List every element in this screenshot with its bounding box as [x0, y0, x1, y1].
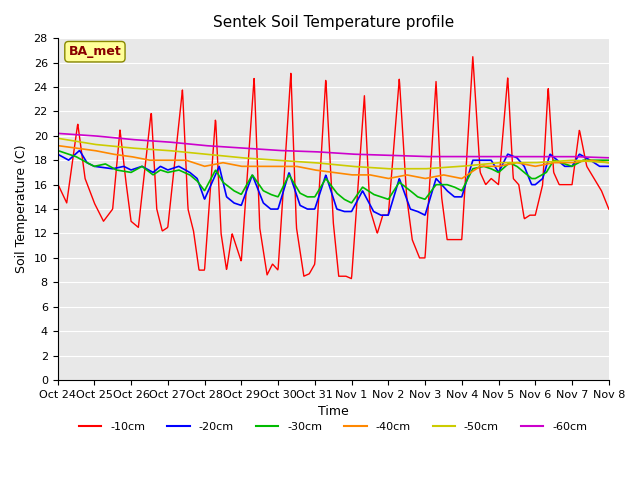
-20cm	[238, 200, 246, 206]
Title: Sentek Soil Temperature profile: Sentek Soil Temperature profile	[212, 15, 454, 30]
-40cm	[540, 162, 548, 168]
-50cm	[605, 160, 612, 166]
-60cm	[491, 154, 499, 159]
-20cm	[605, 164, 612, 169]
-30cm	[419, 196, 427, 202]
Line: -60cm: -60cm	[58, 133, 609, 158]
-20cm	[492, 164, 499, 170]
-30cm	[491, 168, 499, 174]
-40cm	[491, 164, 499, 169]
-40cm	[176, 157, 184, 163]
Line: -20cm: -20cm	[58, 151, 609, 215]
Line: -30cm: -30cm	[58, 150, 609, 203]
-50cm	[385, 166, 392, 172]
Y-axis label: Soil Temperature (C): Soil Temperature (C)	[15, 145, 28, 273]
-30cm	[176, 168, 184, 173]
-10cm	[238, 252, 246, 257]
-30cm	[605, 157, 612, 163]
-20cm	[163, 167, 171, 172]
-20cm	[420, 212, 428, 217]
-60cm	[176, 140, 184, 146]
Line: -10cm: -10cm	[58, 57, 609, 278]
-30cm	[348, 200, 355, 206]
-10cm	[492, 179, 499, 185]
-50cm	[419, 166, 427, 172]
-20cm	[378, 212, 385, 218]
Legend: -10cm, -20cm, -30cm, -40cm, -50cm, -60cm: -10cm, -20cm, -30cm, -40cm, -50cm, -60cm	[75, 417, 591, 436]
-10cm	[605, 206, 612, 212]
-20cm	[76, 148, 83, 154]
-40cm	[54, 143, 61, 148]
-50cm	[540, 159, 548, 165]
-50cm	[54, 135, 61, 141]
-40cm	[605, 160, 612, 166]
-40cm	[163, 157, 170, 163]
-40cm	[419, 175, 426, 181]
-10cm	[348, 276, 355, 281]
-10cm	[469, 54, 477, 60]
-30cm	[163, 169, 170, 175]
-60cm	[419, 154, 426, 159]
-30cm	[54, 147, 61, 153]
-40cm	[238, 164, 246, 169]
-50cm	[238, 155, 246, 161]
-60cm	[163, 139, 170, 144]
-60cm	[238, 145, 246, 151]
-40cm	[458, 176, 465, 181]
-50cm	[491, 160, 499, 166]
-60cm	[540, 154, 547, 159]
Line: -40cm: -40cm	[58, 145, 609, 179]
-20cm	[177, 164, 184, 170]
-30cm	[238, 191, 246, 196]
Text: BA_met: BA_met	[68, 45, 122, 58]
-20cm	[540, 171, 548, 177]
-10cm	[163, 225, 170, 231]
Line: -50cm: -50cm	[58, 138, 609, 169]
-30cm	[540, 171, 548, 177]
-60cm	[54, 131, 61, 136]
-20cm	[54, 151, 61, 157]
-10cm	[540, 157, 548, 163]
X-axis label: Time: Time	[318, 405, 349, 418]
-10cm	[419, 255, 427, 261]
-10cm	[54, 180, 61, 186]
-50cm	[163, 147, 170, 153]
-50cm	[176, 149, 184, 155]
-60cm	[605, 155, 612, 161]
-10cm	[176, 108, 184, 114]
